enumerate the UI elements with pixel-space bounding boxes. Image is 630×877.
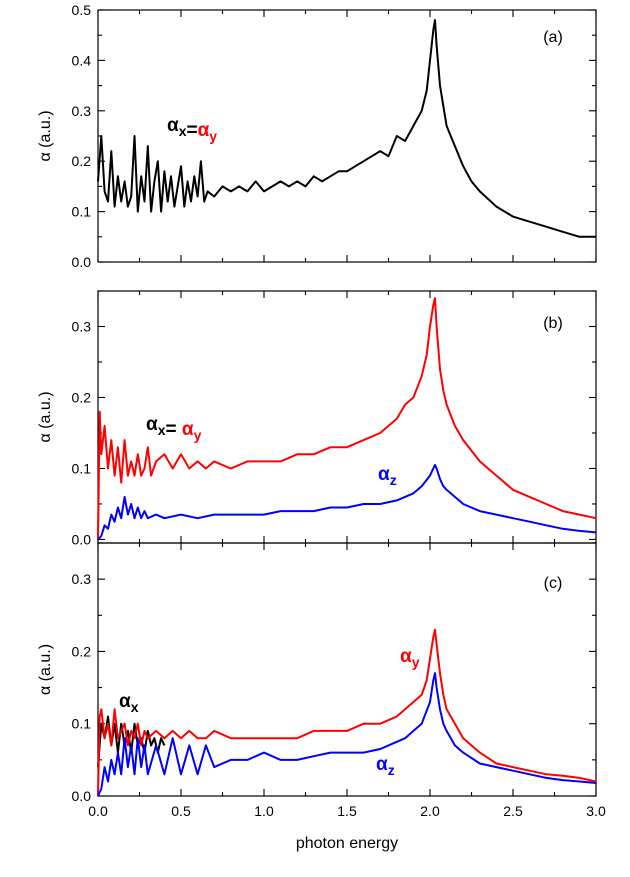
series-label-1: αx xyxy=(119,691,139,715)
plot-frame xyxy=(97,542,597,797)
y-tick-label: 0.3 xyxy=(72,318,92,334)
series-label-1-part: α xyxy=(198,120,210,141)
panel-tag: (c) xyxy=(544,575,563,592)
series-label-2-subscript: y xyxy=(412,654,420,670)
plot-frame xyxy=(97,9,597,263)
series-label-1: αx= αy xyxy=(146,414,202,443)
y-tick-label: 0.3 xyxy=(72,103,92,119)
y-tick-label: 0.1 xyxy=(72,716,92,732)
y-axis-label: α (a.u.) xyxy=(37,391,54,442)
series-label-1-subscript: y xyxy=(194,427,202,443)
series-label-2-part: α xyxy=(378,464,390,485)
x-tick-label: 1.0 xyxy=(254,803,274,819)
series-label-1-part: α xyxy=(119,691,131,712)
series-line-2 xyxy=(97,628,597,797)
series-label-1-subscript: x xyxy=(179,123,187,139)
series-line-3 xyxy=(97,672,597,797)
series-label-2: αz xyxy=(378,464,397,488)
series-label-3: αz xyxy=(376,754,395,778)
series-label-1-part: α xyxy=(146,414,158,435)
series-label-1-part: = xyxy=(186,120,197,141)
x-tick-label: 3.0 xyxy=(586,803,606,819)
series-label-1-subscript: y xyxy=(209,128,217,144)
series-label-2-subscript: z xyxy=(390,472,397,488)
series-label-1-subscript: x xyxy=(131,699,139,715)
y-axis-label: α (a.u.) xyxy=(37,644,54,695)
series-label-3-subscript: z xyxy=(388,762,395,778)
x-tick-label: 2.5 xyxy=(503,803,523,819)
series-line-1 xyxy=(97,297,597,540)
x-tick-label: 0.0 xyxy=(88,803,108,819)
panel-c: 0.0 0.1 0.2 0.3 0.0 0.5 1.0 1.5 2.0 2.5 3.0 photon … xyxy=(37,542,606,852)
y-tick-label: 0.3 xyxy=(72,571,92,587)
series-line-2 xyxy=(97,463,597,541)
series-line-1 xyxy=(97,19,596,238)
x-axis-label: photon energy xyxy=(296,835,398,852)
panel-a: 0.0 0.1 0.2 0.3 0.4 0.5 α (a.u.) (a) xyxy=(37,2,597,270)
x-tick-label: 2.0 xyxy=(420,803,440,819)
y-tick-label: 0.0 xyxy=(72,254,92,270)
x-tick-label: 0.5 xyxy=(171,803,191,819)
y-tick-label: 0.0 xyxy=(72,531,92,547)
y-tick-label: 0.5 xyxy=(72,2,92,18)
y-tick-label: 0.1 xyxy=(72,204,92,220)
y-tick-label: 0.2 xyxy=(72,389,92,405)
panel-tag: (a) xyxy=(543,29,563,46)
y-tick-label: 0.2 xyxy=(72,643,92,659)
series-label-1-part: = xyxy=(165,419,176,440)
y-axis-label: α (a.u.) xyxy=(37,110,54,161)
series-label-3-part: α xyxy=(376,754,388,775)
y-tick-label: 0.2 xyxy=(72,153,92,169)
y-tick-label: 0.4 xyxy=(72,52,92,68)
series-label-1-part: α xyxy=(167,115,179,136)
series-label-2-part: α xyxy=(400,646,412,667)
series-label-1: αx=αy xyxy=(167,115,217,144)
plot-frame xyxy=(97,290,597,544)
panel-tag: (b) xyxy=(543,315,563,332)
y-tick-label: 0.1 xyxy=(72,460,92,476)
y-tick-label: 0.0 xyxy=(72,788,92,804)
panel-b: 0.0 0.1 0.2 0.3 α (a.u.) (b) xyxy=(37,290,597,547)
series-label-2: αy xyxy=(400,646,420,670)
series-label-1-part: α xyxy=(177,419,194,440)
x-tick-label: 1.5 xyxy=(337,803,357,819)
series-label-1-subscript: x xyxy=(158,422,166,438)
